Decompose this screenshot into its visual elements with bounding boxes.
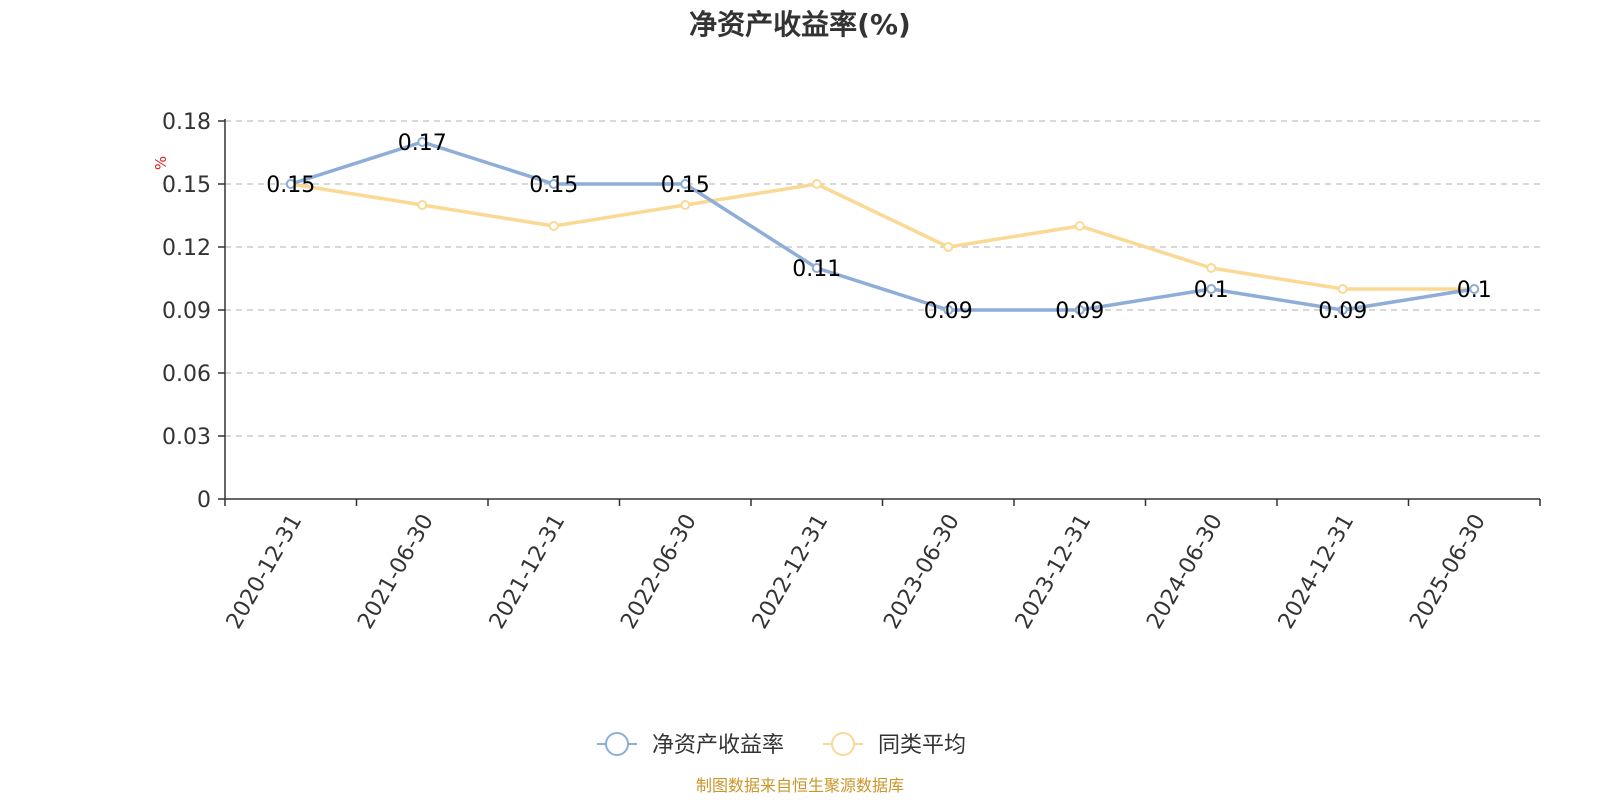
- data-label: 0.1: [1457, 278, 1492, 303]
- series-line-1: [289, 182, 1476, 291]
- series-1-point[interactable]: [943, 242, 954, 252]
- x-tick-label: 2023-12-31: [1011, 510, 1097, 633]
- chart-title: 净资产收益率(%): [689, 8, 911, 41]
- series-0-point[interactable]: [548, 179, 559, 189]
- series-1-point[interactable]: [417, 200, 428, 210]
- series-lines: [285, 137, 1480, 315]
- data-label: 0.1: [1194, 278, 1229, 303]
- series-0-point[interactable]: [285, 179, 296, 189]
- data-label: 0.15: [661, 173, 710, 198]
- x-tick-label: 2022-12-31: [748, 510, 834, 633]
- x-tick-label: 2021-06-30: [353, 510, 439, 633]
- data-label: 0.11: [792, 257, 841, 282]
- y-tick-label: 0: [197, 488, 211, 513]
- data-label: 0.09: [1055, 299, 1104, 324]
- data-source-note: 制图数据来自恒生聚源数据库: [696, 776, 904, 795]
- series-1-point[interactable]: [1074, 221, 1085, 231]
- series-0-point[interactable]: [811, 263, 822, 273]
- y-axis-unit-label: %: [152, 156, 170, 170]
- series-0-point[interactable]: [417, 137, 428, 147]
- data-label: 0.09: [1318, 299, 1367, 324]
- series-1-point[interactable]: [1206, 263, 1217, 273]
- series-0-point[interactable]: [1337, 305, 1348, 315]
- legend-item-0[interactable]: 净资产收益率: [597, 732, 784, 758]
- data-label: 0.15: [266, 173, 315, 198]
- x-tick-label: 2020-12-31: [222, 510, 308, 633]
- y-tick-label: 0.18: [162, 110, 211, 135]
- x-tick-label: 2024-12-31: [1274, 510, 1360, 633]
- series-1-point[interactable]: [1337, 284, 1348, 294]
- data-label: 0.17: [398, 131, 447, 156]
- grid-lines: [225, 120, 1540, 437]
- x-tick-label: 2024-06-30: [1142, 510, 1228, 633]
- legend[interactable]: 净资产收益率 同类平均: [597, 732, 966, 758]
- y-tick-label: 0.06: [162, 362, 211, 387]
- series-0-point[interactable]: [943, 305, 954, 315]
- y-tick-label: 0.12: [162, 236, 211, 261]
- x-tick-label: 2022-06-30: [616, 510, 702, 633]
- x-tick-label: 2025-06-30: [1405, 510, 1491, 633]
- legend-label: 同类平均: [878, 733, 966, 758]
- data-label: 0.09: [924, 299, 973, 324]
- series-0-point[interactable]: [1469, 284, 1480, 294]
- series-1-point[interactable]: [548, 221, 559, 231]
- series-1-point[interactable]: [680, 200, 691, 210]
- legend-circle-marker: [605, 732, 629, 756]
- series-0-point[interactable]: [1074, 305, 1085, 315]
- x-tick-label: 2021-12-31: [485, 510, 571, 633]
- data-labels: 0.15 0.17 0.15 0.15 0.11 0.09 0.09 0.1 0.09 0.1: [266, 131, 1491, 324]
- axes: 0 0.03 0.06 0.09 0.12 0.15 0.18 2020-12-31 2021-…: [162, 110, 1541, 633]
- series-0-point[interactable]: [680, 179, 691, 189]
- series-0-point[interactable]: [1206, 284, 1217, 294]
- x-tick-label: 2023-06-30: [879, 510, 965, 633]
- y-tick-label: 0.09: [162, 299, 211, 324]
- series-line-0: [289, 140, 1476, 312]
- data-label: 0.15: [529, 173, 578, 198]
- legend-label: 净资产收益率: [652, 733, 784, 758]
- y-tick-label: 0.15: [162, 173, 211, 198]
- y-tick-label: 0.03: [162, 425, 211, 450]
- series-1-point[interactable]: [811, 179, 822, 189]
- legend-circle-marker: [831, 732, 855, 756]
- legend-item-1[interactable]: 同类平均: [823, 732, 966, 758]
